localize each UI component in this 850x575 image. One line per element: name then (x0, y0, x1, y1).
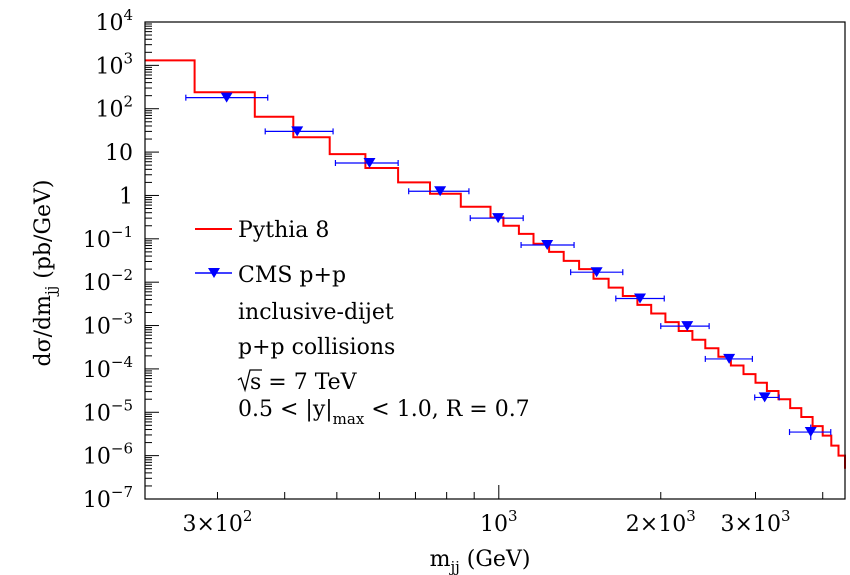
x-tick-label: 3×102 (182, 507, 252, 537)
y-tick-label: 10−1 (83, 223, 133, 253)
cms-data-point (704, 353, 753, 364)
y-tick-label: 103 (95, 49, 133, 79)
cms-marker (492, 213, 505, 224)
plot-frame (144, 21, 846, 500)
cms-data-point (334, 158, 399, 169)
y-tick-label: 10 (105, 141, 133, 166)
y-tick-label: 104 (95, 6, 133, 36)
y-tick-label: 10−6 (83, 440, 133, 470)
cms-data-point (754, 392, 780, 403)
cms-marker (723, 353, 736, 364)
cms-data-point (570, 267, 624, 278)
y-tick-label: 10−3 (83, 310, 133, 340)
y-tick-label: 10−4 (83, 353, 133, 383)
y-tick-label: 102 (95, 93, 133, 123)
cms-data-point (660, 321, 710, 332)
legend-label-cms: CMS p+p (238, 263, 346, 288)
legend: Pythia 8 CMS p+p (195, 218, 346, 288)
x-axis-title: mjj (GeV) (430, 547, 531, 575)
y-axis-title: dσ/dmjj (pb/GeV) (31, 179, 60, 366)
cms-data-point (788, 424, 832, 440)
cms-marker (363, 158, 376, 169)
annotations: inclusive-dijet p+p collisions s = 7 TeV… (237, 300, 530, 428)
axis-ticks (145, 21, 824, 500)
cms-data-point (185, 92, 269, 103)
note-inclusive-dijet: inclusive-dijet (238, 300, 394, 325)
cms-data-point (469, 213, 524, 224)
cms-marker (220, 92, 233, 103)
cms-marker (291, 126, 304, 137)
cms-marker (804, 427, 817, 438)
legend-marker-cms (208, 268, 220, 278)
legend-entry-pythia: Pythia 8 (195, 218, 329, 243)
legend-entry-cms: CMS p+p (195, 263, 346, 288)
cms-data-point (520, 240, 575, 251)
legend-label-pythia: Pythia 8 (238, 218, 329, 243)
y-tick-label: 10−7 (83, 483, 133, 513)
note-rapidity-cut: 0.5 < |y|max < 1.0, R = 0.7 (238, 397, 530, 428)
cms-marker (758, 392, 771, 403)
x-tick-label: 2×103 (626, 507, 696, 537)
cms-marker (541, 240, 554, 251)
cms-marker (590, 267, 603, 278)
sqrt-symbol-icon (237, 369, 262, 393)
cms-data-point (408, 186, 470, 197)
x-tick-label: 103 (480, 507, 518, 537)
y-tick-label: 10−2 (83, 266, 133, 296)
x-tick-label: 3×103 (721, 507, 791, 537)
y-tick-label: 1 (119, 184, 133, 209)
plot-marks (145, 59, 846, 469)
y-tick-label: 10−5 (83, 396, 133, 426)
cms-marker (434, 186, 447, 197)
cms-data-point (615, 293, 665, 304)
note-sqrt-s: s = 7 TeV (250, 370, 358, 395)
cms-marker (634, 293, 647, 304)
tick-labels: 10410310210110−110−210−310−410−510−610−7… (83, 6, 791, 537)
cms-marker (681, 321, 694, 332)
note-collisions: p+p collisions (238, 335, 395, 360)
cms-data-point (264, 126, 334, 137)
